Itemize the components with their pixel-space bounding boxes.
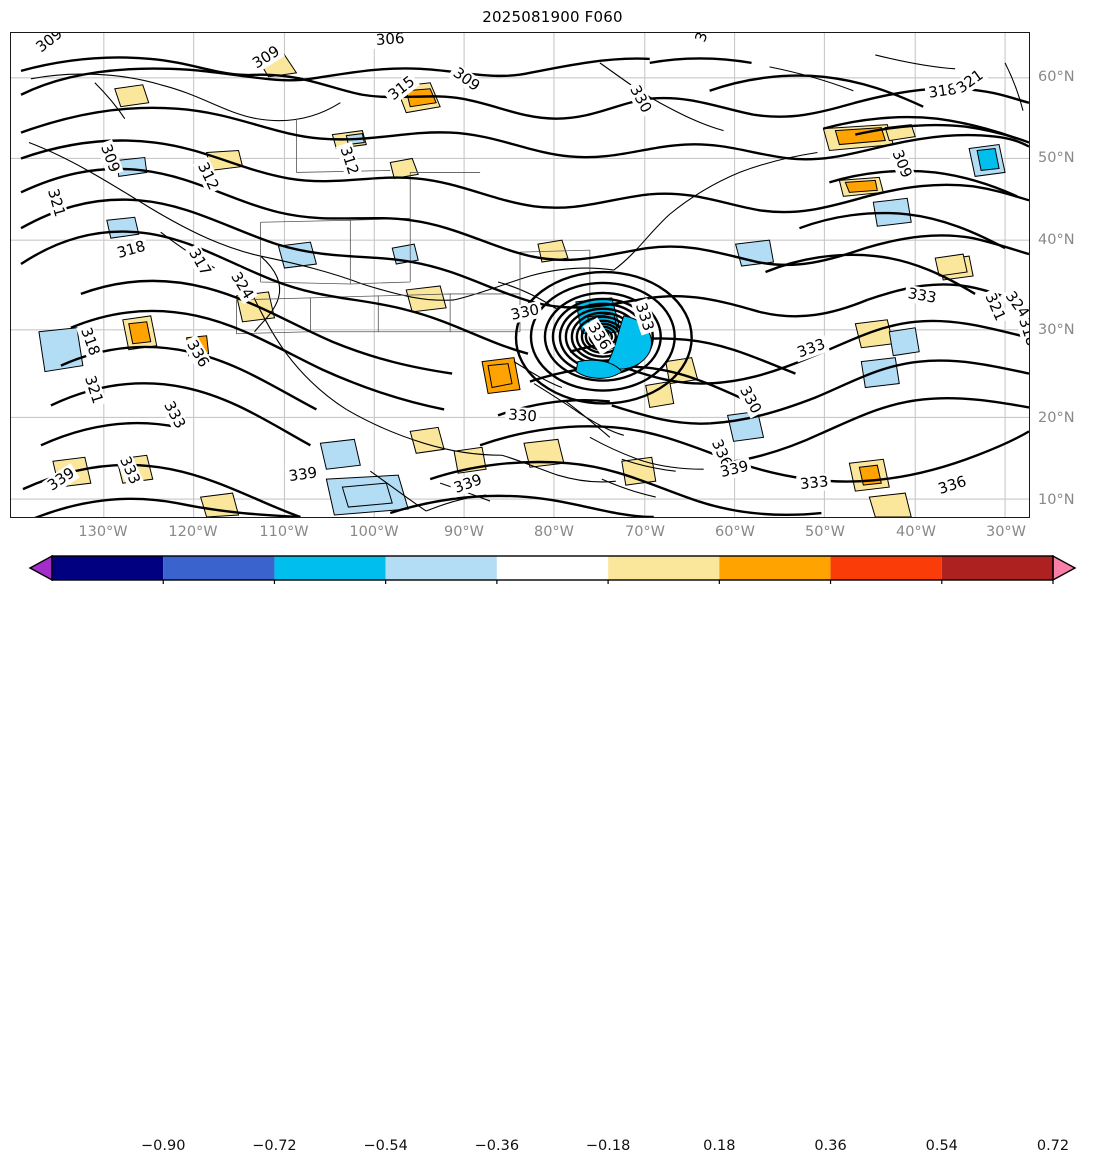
colorbar-extend-max xyxy=(1052,554,1077,582)
lat-tick-label: 50°N xyxy=(1038,150,1075,166)
figure-canvas: 2025081900 F060 xyxy=(0,8,1105,1154)
lat-tick-label: 30°N xyxy=(1038,322,1075,338)
lat-tick-label: 60°N xyxy=(1038,69,1075,85)
lon-tick-label: 130°W xyxy=(78,524,128,540)
contour-label: 318 xyxy=(927,80,958,102)
colorbar-tick-label: −0.36 xyxy=(474,1138,520,1154)
colorbar-ticks xyxy=(162,580,1054,584)
colorbar-tick-label: −0.54 xyxy=(363,1138,408,1154)
page-title: 2025081900 F060 xyxy=(482,8,623,26)
lon-tick-label: 80°W xyxy=(533,524,575,540)
colorbar-tick-label: 0.72 xyxy=(1036,1138,1070,1154)
contour-label: 306 xyxy=(375,33,405,49)
colorbar-tick-label: −0.72 xyxy=(252,1138,297,1154)
colorbar-tick-label: 0.54 xyxy=(925,1138,958,1154)
contour-label: 330 xyxy=(508,405,538,425)
colorbar-band xyxy=(385,556,497,580)
contour-labels: 3093063093093153033303183213093093123123… xyxy=(30,33,1029,499)
lat-tick-label: 10°N xyxy=(1038,492,1075,508)
contour-label: 339 xyxy=(288,463,319,485)
contour-label: 333 xyxy=(799,472,829,493)
political-borders xyxy=(236,118,591,335)
colorbar-tick-label: −0.90 xyxy=(141,1138,186,1154)
lon-tick-label: 110°W xyxy=(259,524,309,540)
contour-map-svg: 3093063093093153033303183213093093123123… xyxy=(11,33,1029,517)
colorbar-extend-min xyxy=(28,554,53,582)
lon-tick-label: 30°W xyxy=(985,524,1027,540)
colorbar-band xyxy=(830,556,942,580)
lon-tick-label: 50°W xyxy=(804,524,846,540)
contour-label: 303 xyxy=(691,33,717,44)
lon-tick-label: 120°W xyxy=(168,524,218,540)
colorbar-svg[interactable] xyxy=(0,552,1105,584)
colorbar-band xyxy=(496,556,609,580)
colorbar-band xyxy=(52,556,164,580)
lat-tick-label: 20°N xyxy=(1038,410,1075,426)
colorbar-band xyxy=(608,556,720,580)
colorbar-tick-label: −0.18 xyxy=(585,1138,631,1154)
lat-tick-label: 40°N xyxy=(1038,232,1075,248)
colorbar-tick-label: 0.36 xyxy=(814,1138,847,1154)
lon-tick-label: 60°W xyxy=(714,524,756,540)
colorbar-band xyxy=(941,556,1053,580)
colorbar-bands xyxy=(28,554,1077,582)
colorbar-band xyxy=(274,556,386,580)
contour-label: 330 xyxy=(509,300,541,324)
lon-tick-label: 90°W xyxy=(443,524,485,540)
colorbar-band xyxy=(719,556,831,580)
colorbar-tick-label: 0.18 xyxy=(703,1138,736,1154)
contour-label: 333 xyxy=(907,284,938,307)
colorbar[interactable]: −0.90 −0.72 −0.54 −0.36 −0.18 0.18 0.36 0.54 0.7… xyxy=(0,552,1105,1154)
lon-tick-label: 100°W xyxy=(349,524,399,540)
colorbar-outline xyxy=(51,555,1054,581)
map-axes[interactable]: 3093063093093153033303183213093093123123… xyxy=(10,32,1030,518)
coastlines xyxy=(28,54,1024,512)
lon-tick-label: 40°W xyxy=(895,524,937,540)
colorbar-band xyxy=(163,556,275,580)
lon-tick-label: 70°W xyxy=(624,524,666,540)
